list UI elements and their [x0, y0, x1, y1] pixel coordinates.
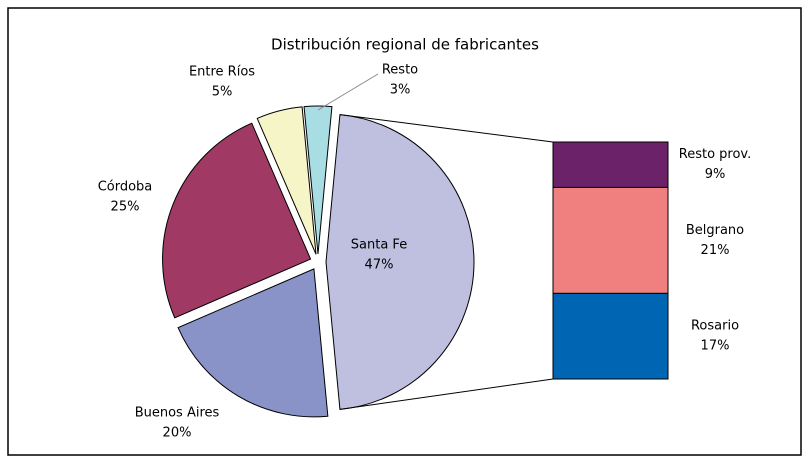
segment-value: 9%: [705, 167, 726, 182]
segment-value: 17%: [701, 339, 730, 354]
slice-value: 3%: [390, 83, 411, 98]
segment-label: Rosario: [691, 319, 739, 334]
chart-title: Distribución regional de fabricantes: [271, 36, 539, 54]
segment-value: 21%: [701, 243, 730, 258]
slice-label: Resto: [382, 63, 418, 78]
pie-slice: [303, 105, 333, 255]
slice-label: Santa Fe: [351, 238, 407, 253]
leader-line: [317, 73, 379, 111]
connector: [339, 378, 554, 410]
segment-label: Resto prov.: [679, 147, 751, 162]
pie-slice: [256, 106, 317, 255]
slice-label: Córdoba: [98, 180, 153, 195]
slice-label: Entre Ríos: [189, 65, 255, 80]
slice-value: 5%: [212, 85, 233, 100]
slice-label: Buenos Aires: [135, 406, 220, 421]
bar-segment: [552, 292, 669, 380]
bar-segment: [552, 186, 669, 294]
segment-label: Belgrano: [686, 223, 744, 238]
pie-slice: [177, 268, 329, 418]
pie-slice: [162, 122, 312, 319]
pie-slice: [325, 114, 475, 410]
slice-value: 20%: [163, 426, 192, 441]
slice-value: 25%: [111, 200, 140, 215]
bar-segment: [552, 141, 669, 188]
connector: [339, 114, 554, 143]
slice-value: 47%: [365, 258, 394, 273]
